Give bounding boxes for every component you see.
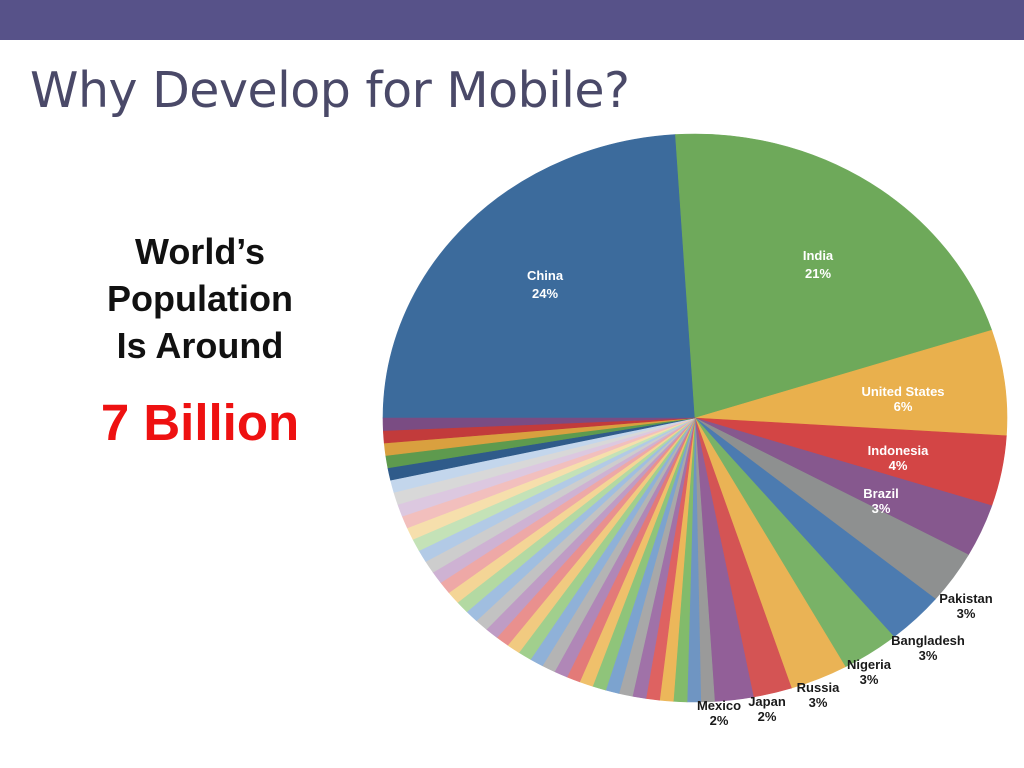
slice-percent-india: 21% [805, 266, 831, 281]
population-line-2: Population [107, 278, 293, 319]
population-callout: World’s Population Is Around 7 Billion [60, 228, 340, 448]
slice-percent-nigeria: 3% [860, 672, 879, 687]
slice-name-nigeria: Nigeria [847, 657, 892, 672]
slice-label-china: China 24% [527, 268, 564, 301]
population-figure: 7 Billion [100, 394, 300, 451]
slice-name-china: China [527, 268, 564, 283]
slice-name-brazil: Brazil [863, 486, 898, 501]
slice-label-pakistan: Pakistan 3% [939, 591, 993, 621]
slice-percent-indonesia: 4% [889, 458, 908, 473]
slice-name-indonesia: Indonesia [868, 443, 929, 458]
slice-name-united-states: United States [861, 384, 944, 399]
slice-percent-russia: 3% [809, 695, 828, 710]
population-line-1: World’s [134, 231, 265, 272]
slice-percent-china: 24% [532, 286, 558, 301]
slice-label-united-states: United States 6% [861, 384, 944, 414]
slice-percent-pakistan: 3% [957, 606, 976, 621]
pie-slice-other-37 [382, 417, 696, 431]
slice-name-mexico: Mexico [697, 698, 741, 713]
slice-label-brazil: Brazil 3% [863, 486, 898, 516]
slice-label-indonesia: Indonesia 4% [868, 443, 929, 473]
slice-percent-japan: 2% [758, 709, 777, 724]
slice-label-nigeria: Nigeria 3% [847, 657, 892, 687]
slice-label-bangladesh: Bangladesh 3% [891, 633, 965, 663]
slice-label-india: India 21% [803, 248, 834, 281]
slice-name-japan: Japan [748, 694, 786, 709]
slice-percent-mexico: 2% [710, 713, 729, 728]
slide-title: Why Develop for Mobile? [30, 62, 630, 119]
slice-name-india: India [803, 248, 834, 263]
slice-percent-united-states: 6% [894, 399, 913, 414]
slice-name-bangladesh: Bangladesh [891, 633, 965, 648]
pie-slice-china [382, 134, 696, 419]
slice-name-russia: Russia [797, 680, 840, 695]
slice-label-mexico: Mexico 2% [697, 698, 741, 728]
slice-name-pakistan: Pakistan [939, 591, 993, 606]
slice-label-russia: Russia 3% [797, 680, 840, 710]
pie-slice-india [675, 133, 993, 419]
slice-percent-bangladesh: 3% [919, 648, 938, 663]
slice-percent-brazil: 3% [872, 501, 891, 516]
population-line-3: Is Around [116, 325, 284, 366]
slice-label-japan: Japan 2% [748, 694, 786, 724]
top-accent-bar [0, 0, 1024, 40]
